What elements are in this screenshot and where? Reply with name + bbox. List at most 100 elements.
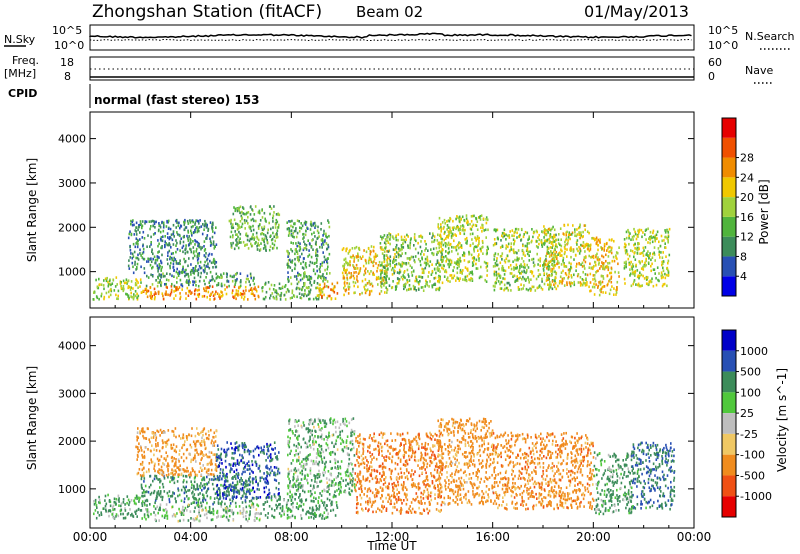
power-cell [437, 225, 439, 229]
power-cell [527, 250, 530, 254]
power-cell [582, 281, 585, 285]
power-cell [560, 244, 563, 248]
vel-cell [206, 475, 208, 479]
power-cell [235, 297, 237, 301]
vel-cell [205, 509, 207, 512]
power-cell [308, 253, 311, 257]
power-cell [546, 274, 549, 278]
power-cell [593, 274, 596, 277]
power-cell [570, 233, 573, 236]
power-cell [196, 225, 198, 229]
power-cell [308, 278, 310, 281]
power-cell [481, 230, 483, 233]
power-cell [430, 248, 432, 251]
power-cell [471, 238, 473, 241]
vel-cell [142, 474, 144, 477]
power-cell [269, 205, 271, 208]
power-cell [234, 283, 236, 286]
power-cell [649, 252, 651, 255]
power-cell [417, 241, 419, 245]
vel-cell [191, 469, 194, 473]
power-cell [552, 256, 555, 260]
vel-cell [320, 494, 323, 497]
vel-cell [238, 444, 241, 447]
power-cell [498, 272, 500, 276]
vel-cell [173, 476, 176, 480]
vel-cell [191, 467, 194, 470]
vel-cell [156, 457, 159, 461]
power-cell [130, 291, 132, 295]
power-cell [194, 288, 197, 291]
power-cell [189, 239, 192, 242]
power-cell [634, 242, 636, 246]
vel-cell [245, 490, 248, 494]
vel-cell [142, 471, 145, 475]
vel-cell [268, 454, 271, 458]
power-cell [546, 272, 548, 276]
power-cell [542, 267, 545, 271]
power-cell [305, 246, 307, 250]
power-cell [520, 272, 522, 275]
vel-cell [163, 477, 166, 480]
power-cell [187, 275, 190, 278]
vel-cell [232, 457, 235, 460]
power-cell [135, 226, 138, 229]
power-cell [320, 277, 323, 280]
power-cell [214, 292, 216, 296]
power-cell [127, 286, 129, 290]
power-cell [551, 257, 554, 261]
vel-cell [317, 499, 319, 503]
power-cell [189, 219, 191, 222]
power-cell [303, 247, 306, 250]
power-cell [650, 269, 652, 273]
power-cell [458, 265, 460, 268]
power-cell [264, 281, 267, 285]
vel-cell [258, 512, 261, 516]
power-cell [154, 232, 156, 235]
power-cell [207, 290, 210, 294]
power-cell [352, 280, 355, 284]
power-cell [174, 258, 177, 261]
vel-cell [198, 470, 201, 473]
power-cell [146, 245, 148, 248]
power-cell [262, 286, 264, 289]
power-cell [592, 278, 594, 281]
power-cell [140, 254, 142, 257]
power-cell [493, 258, 495, 261]
vel-cell [210, 468, 213, 472]
power-cell [263, 227, 265, 230]
power-cell [554, 270, 556, 274]
power-cell [513, 274, 516, 278]
power-cell [324, 268, 326, 272]
power-cell [602, 255, 605, 259]
power-cell [544, 263, 547, 266]
power-cell [510, 245, 512, 249]
power-cell [212, 259, 215, 262]
power-cell [263, 237, 266, 240]
power-cell [526, 244, 528, 248]
vel-cell [137, 455, 139, 458]
power-cell [179, 278, 182, 282]
power-cell [153, 220, 155, 223]
vel-cell [129, 508, 131, 511]
power-cell [481, 246, 483, 249]
vel-cell [144, 484, 147, 488]
power-cell [285, 290, 288, 294]
power-cell [567, 268, 570, 272]
power-cell [473, 256, 475, 260]
power-cell [577, 281, 580, 284]
power-cell [662, 251, 664, 254]
power-cell [304, 289, 306, 292]
power-cell [506, 254, 509, 257]
power-cell [309, 281, 311, 285]
power-cell [364, 287, 366, 291]
power-cell [414, 260, 416, 264]
power-cell [314, 261, 316, 265]
power-cell [561, 282, 563, 285]
power-cell [193, 292, 196, 296]
power-cell [403, 287, 405, 291]
vel-cell [141, 500, 144, 503]
power-cell [318, 288, 321, 292]
power-cell [151, 283, 154, 286]
power-cell [547, 268, 550, 271]
